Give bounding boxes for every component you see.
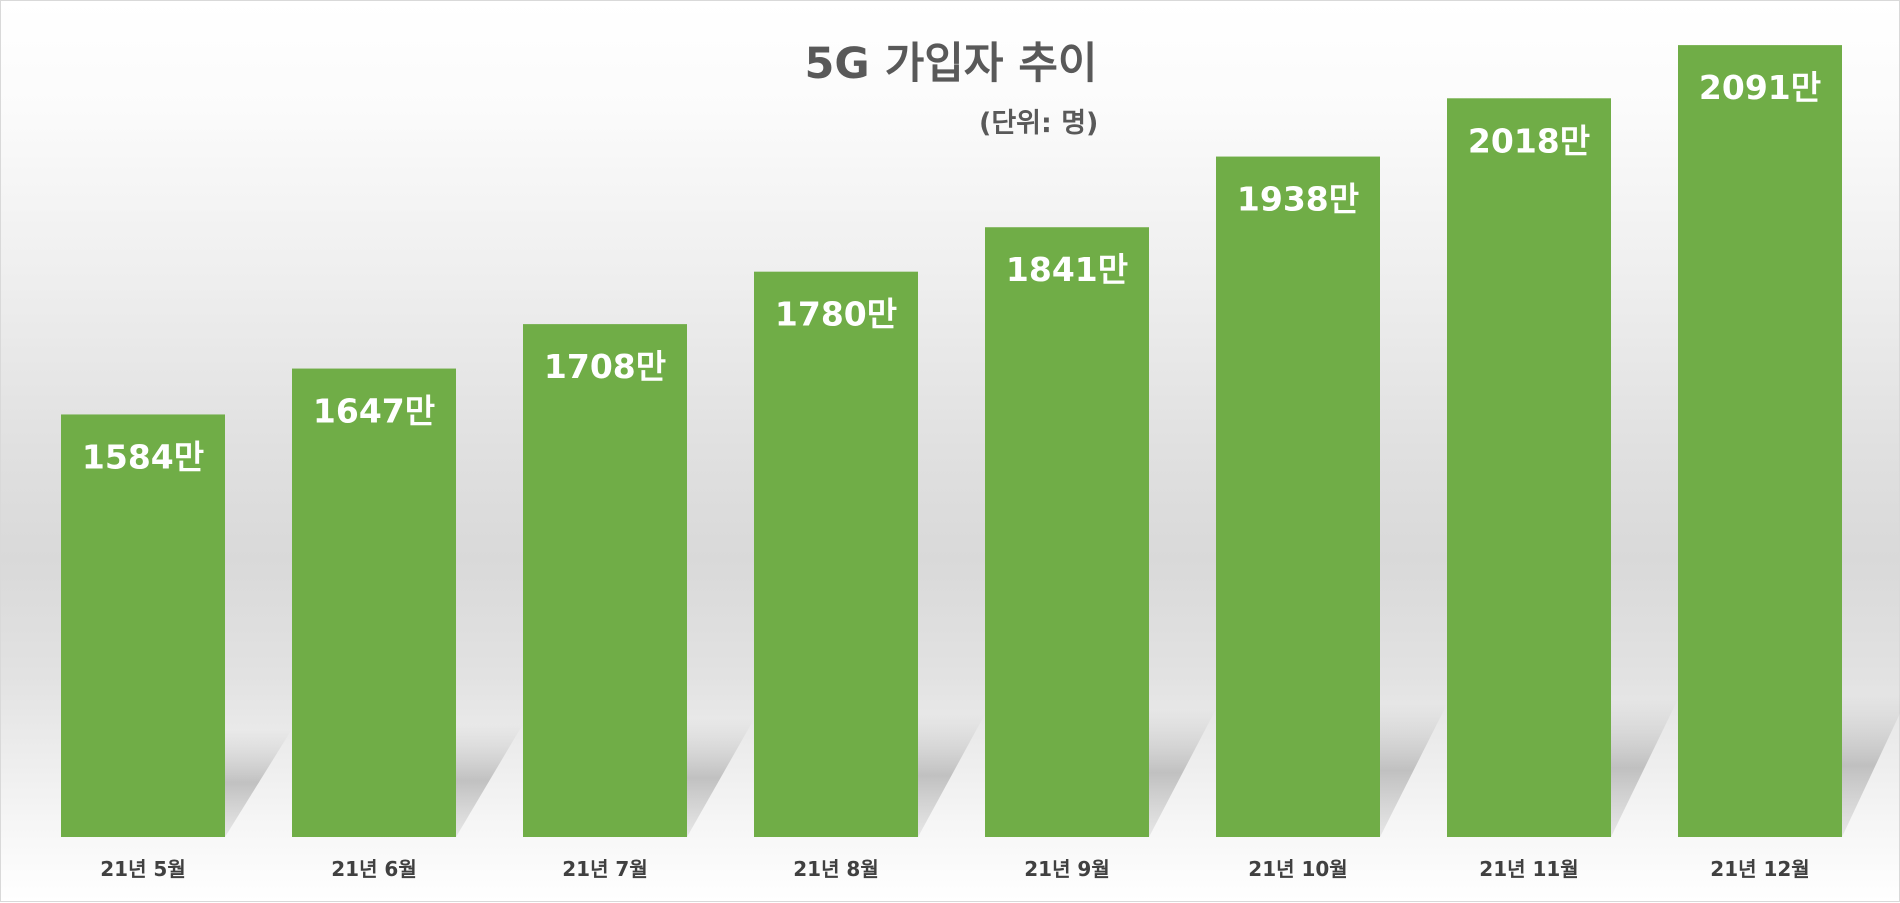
- data-label: 1841만: [1006, 250, 1128, 289]
- data-label: 2018만: [1468, 121, 1590, 160]
- data-label: 2091만: [1699, 68, 1821, 107]
- bar: [985, 227, 1149, 837]
- x-tick-label: 21년 5월: [100, 857, 186, 881]
- bar: [292, 368, 456, 837]
- bar: [61, 414, 225, 837]
- x-tick-label: 21년 7월: [562, 857, 648, 881]
- x-tick-label: 21년 10월: [1248, 857, 1347, 881]
- bar: [754, 271, 918, 837]
- x-tick-label: 21년 9월: [1024, 857, 1110, 881]
- x-tick-label: 21년 12월: [1710, 857, 1809, 881]
- x-tick-label: 21년 6월: [331, 857, 417, 881]
- x-tick-label: 21년 11월: [1479, 857, 1578, 881]
- data-label: 1584만: [82, 437, 204, 476]
- data-label: 1780만: [775, 295, 897, 334]
- bar: [1678, 45, 1842, 837]
- bar: [1216, 156, 1380, 837]
- data-label: 1708만: [544, 347, 666, 386]
- chart-title: 5G 가입자 추이: [804, 39, 1098, 89]
- data-label: 1938만: [1237, 180, 1359, 219]
- x-tick-label: 21년 8월: [793, 857, 879, 881]
- data-label: 1647만: [313, 392, 435, 431]
- bar: [1447, 98, 1611, 838]
- bar: [523, 324, 687, 837]
- chart-subtitle: (단위: 명): [979, 108, 1099, 139]
